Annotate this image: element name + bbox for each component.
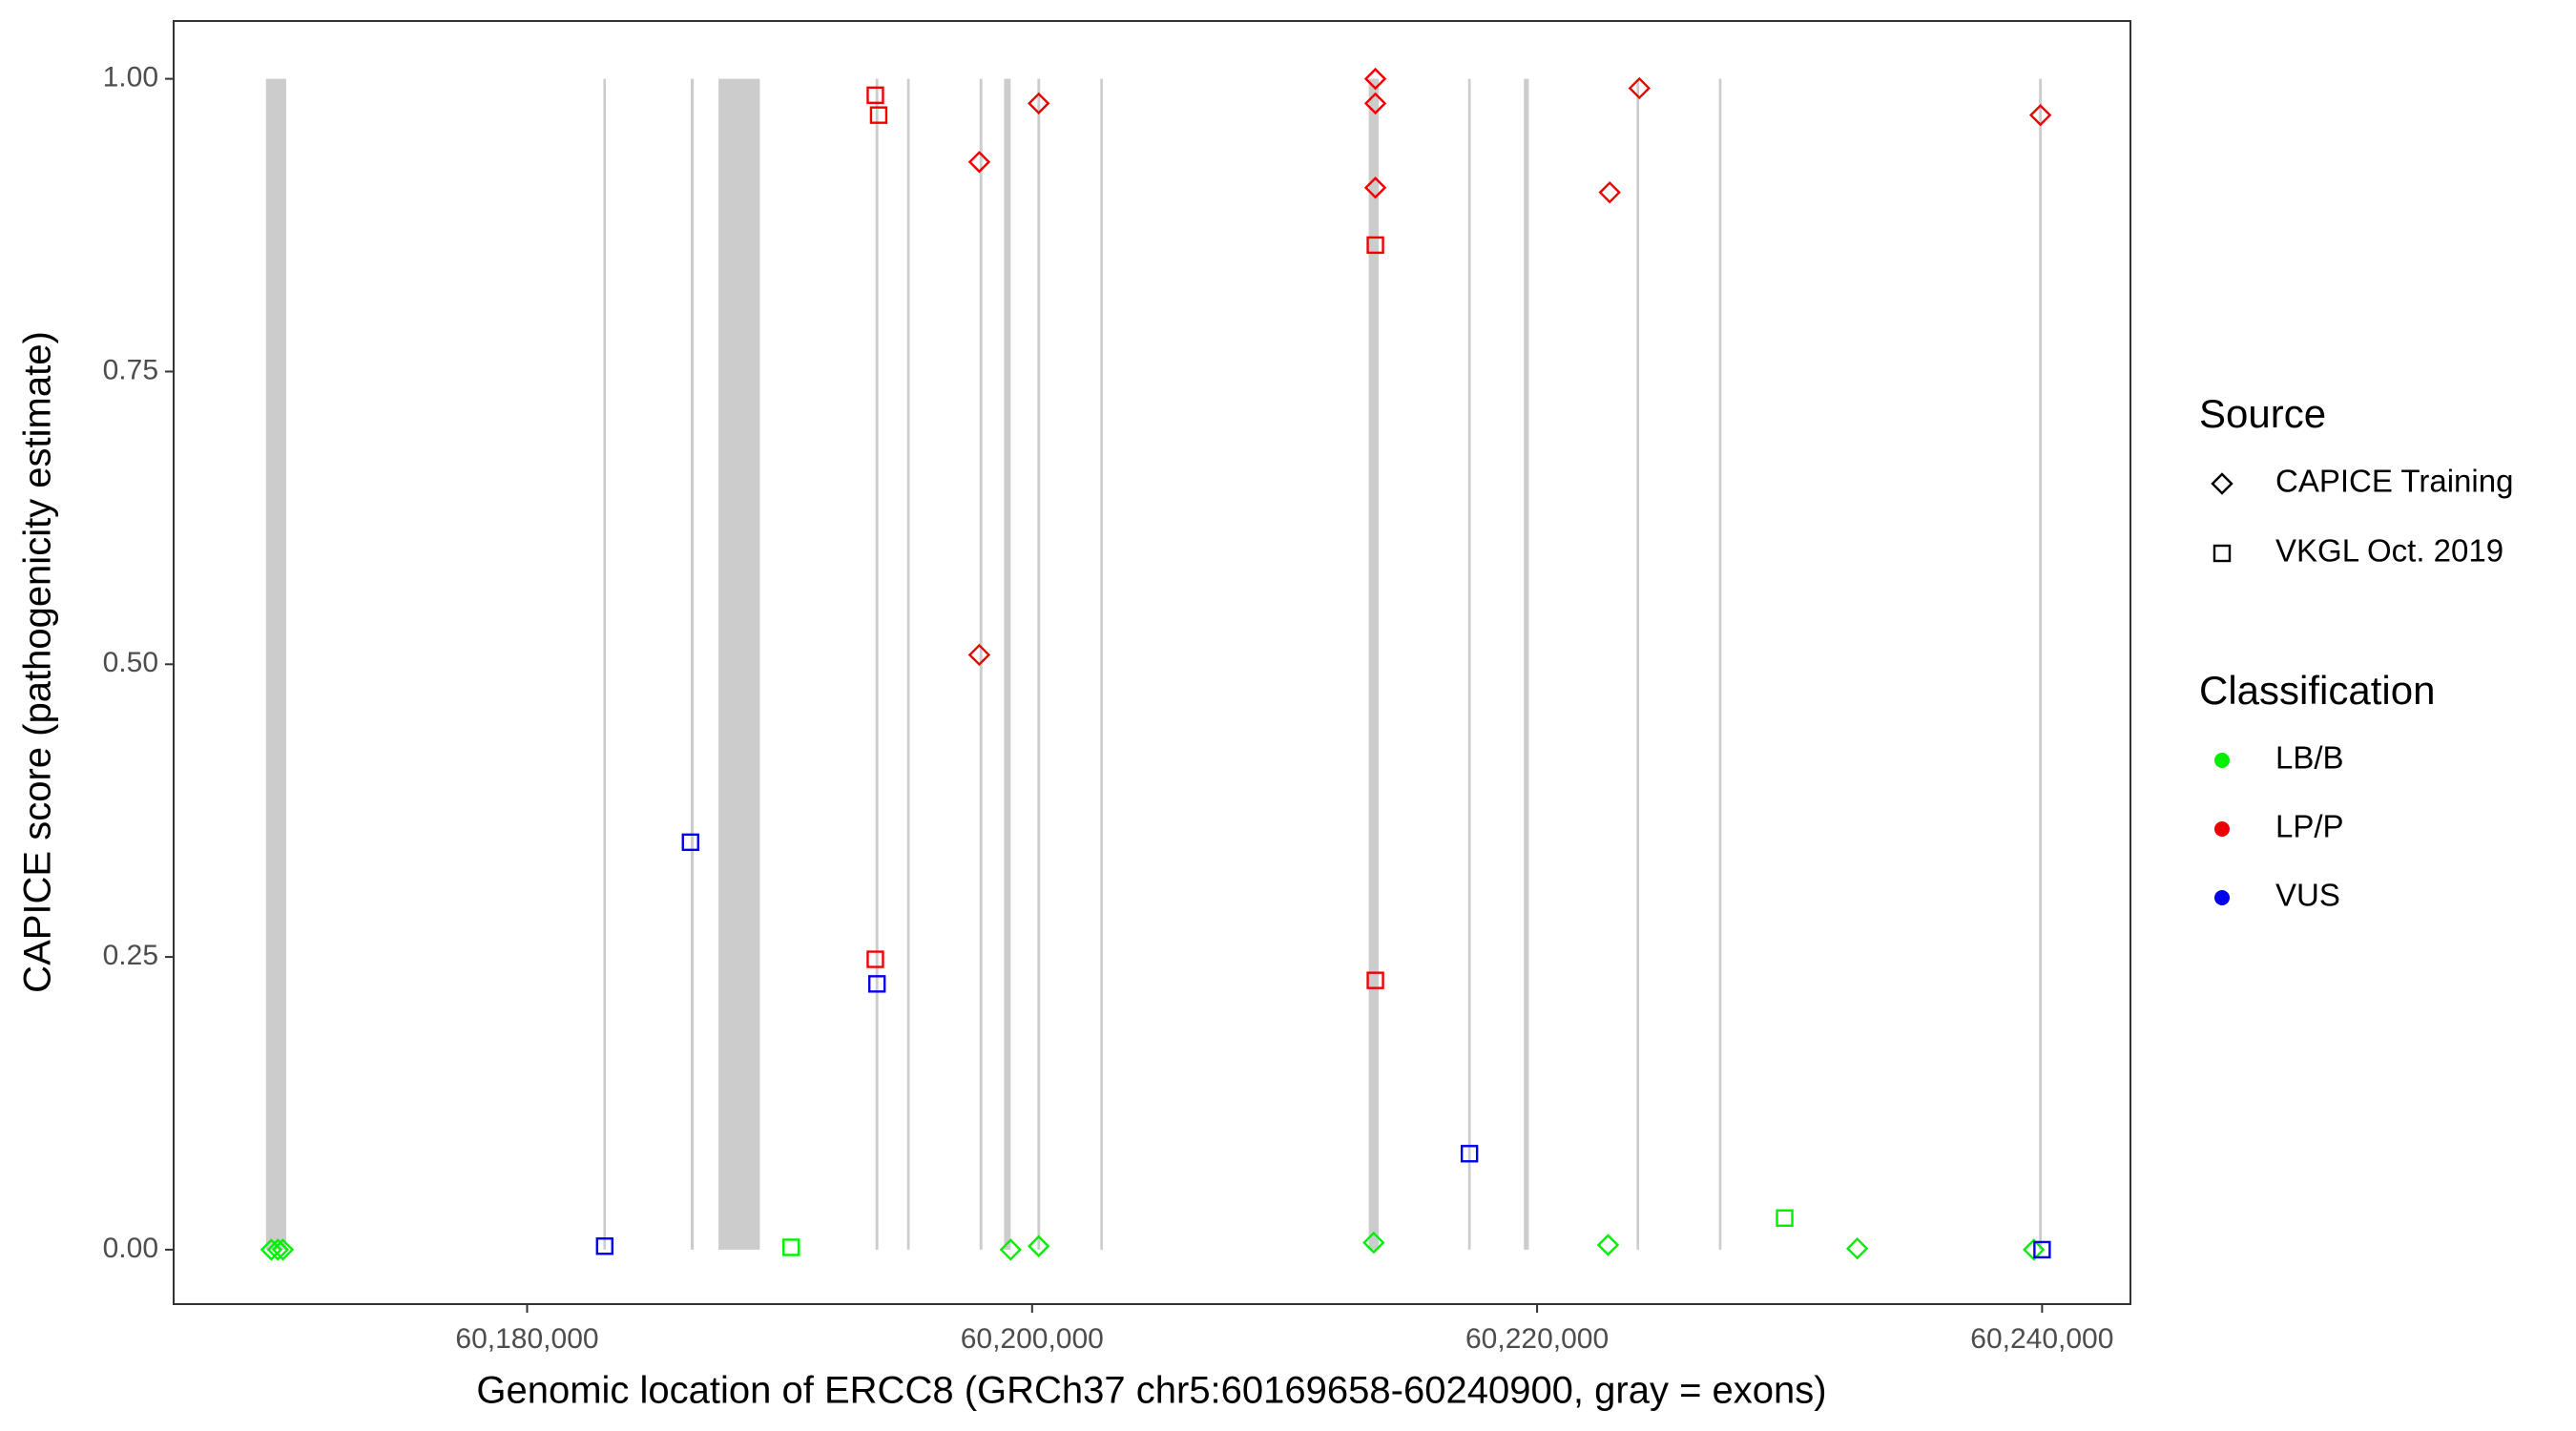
legend-key <box>2211 472 2233 495</box>
data-point <box>1366 971 1384 989</box>
exon <box>1368 78 1380 1250</box>
data-point <box>681 833 699 852</box>
legend-key <box>2214 890 2230 905</box>
legend-label: VKGL Oct. 2019 <box>2275 533 2503 569</box>
legend-key <box>2214 821 2230 837</box>
y-tick-label: 0.25 <box>103 940 158 971</box>
panel-border <box>173 20 2131 1305</box>
x-tick-label: 60,180,000 <box>455 1323 598 1355</box>
data-point <box>967 151 991 174</box>
exon <box>1718 78 1722 1250</box>
data-point <box>595 1237 614 1255</box>
exon <box>718 78 760 1250</box>
exon <box>1636 78 1640 1250</box>
data-point <box>2028 103 2052 127</box>
exon <box>1467 78 1471 1250</box>
data-point <box>1776 1209 1794 1227</box>
exon <box>1524 78 1529 1250</box>
y-tick-label: 1.00 <box>103 62 158 93</box>
exon <box>690 78 695 1250</box>
data-point <box>967 643 991 667</box>
exon <box>1100 78 1103 1250</box>
exon <box>265 78 286 1250</box>
data-point <box>1363 92 1387 115</box>
data-point <box>866 950 884 968</box>
data-point <box>1362 1231 1385 1255</box>
data-point <box>2023 1238 2046 1261</box>
legend-label: LB/B <box>2275 740 2344 776</box>
exon <box>875 78 879 1250</box>
x-tick-label: 60,240,000 <box>1970 1323 2113 1355</box>
data-point <box>867 975 886 993</box>
data-point <box>1598 180 1621 204</box>
legend-label: CAPICE Training <box>2275 464 2513 499</box>
y-tick-label: 0.75 <box>103 354 158 385</box>
data-point <box>999 1238 1022 1261</box>
legend-key <box>2214 753 2230 768</box>
y-tick-label: 0.50 <box>103 647 158 678</box>
y-tick-label: 0.00 <box>103 1233 158 1264</box>
x-tick-label: 60,220,000 <box>1465 1323 1609 1355</box>
x-axis-title: Genomic location of ERCC8 (GRCh37 chr5:6… <box>476 1370 1826 1412</box>
y-axis-title: CAPICE score (pathogenicity estimate) <box>17 331 59 993</box>
exon <box>1037 78 1041 1250</box>
legend-title: Source <box>2199 391 2326 436</box>
data-point <box>1028 1234 1050 1257</box>
data-point <box>782 1238 800 1256</box>
legend-title: Classification <box>2199 668 2435 713</box>
exon <box>1004 78 1011 1250</box>
data-point <box>1366 236 1384 255</box>
exon <box>603 78 607 1250</box>
exon <box>2039 78 2043 1250</box>
x-tick-label: 60,200,000 <box>961 1323 1104 1355</box>
legend-label: LP/P <box>2275 809 2344 844</box>
legend-key <box>2212 544 2232 563</box>
data-point <box>1628 76 1652 100</box>
data-point <box>866 86 884 105</box>
data-point <box>1460 1145 1479 1163</box>
data-point <box>1028 92 1050 115</box>
exon <box>906 78 910 1250</box>
data-point <box>1845 1237 1869 1260</box>
data-point <box>2033 1240 2051 1259</box>
data-point <box>1363 67 1387 91</box>
data-point <box>869 106 888 124</box>
data-point <box>271 1238 295 1261</box>
legend-label: VUS <box>2275 878 2340 913</box>
data-point <box>1596 1234 1620 1256</box>
data-point <box>1363 176 1387 199</box>
data-point <box>266 1238 290 1261</box>
